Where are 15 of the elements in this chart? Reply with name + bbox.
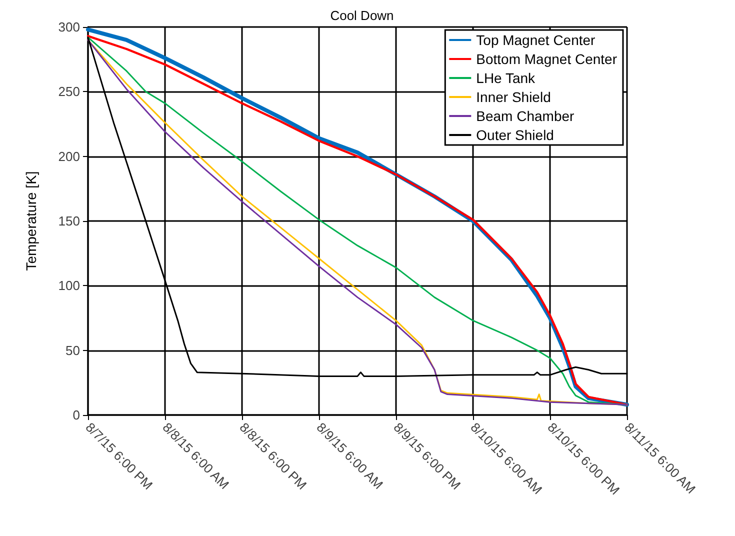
legend-label: Inner Shield — [476, 89, 551, 105]
chart-title: Cool Down — [330, 8, 394, 23]
legend-label: Outer Shield — [476, 127, 554, 143]
legend-label: LHe Tank — [476, 70, 536, 86]
legend-label: Top Magnet Center — [476, 32, 596, 48]
y-tick-label: 100 — [58, 278, 80, 294]
y-tick-label: 250 — [58, 84, 80, 100]
y-axis-title: Temperature [K] — [23, 171, 39, 271]
y-tick-label: 150 — [58, 214, 80, 228]
y-tick-label: 50 — [66, 342, 80, 358]
legend-label: Beam Chamber — [476, 108, 575, 124]
legend-label: Bottom Magnet Center — [476, 51, 618, 67]
y-tick-label: 200 — [58, 148, 80, 164]
y-tick-label: 0 — [72, 408, 80, 422]
y-tick-label: 300 — [58, 20, 80, 34]
